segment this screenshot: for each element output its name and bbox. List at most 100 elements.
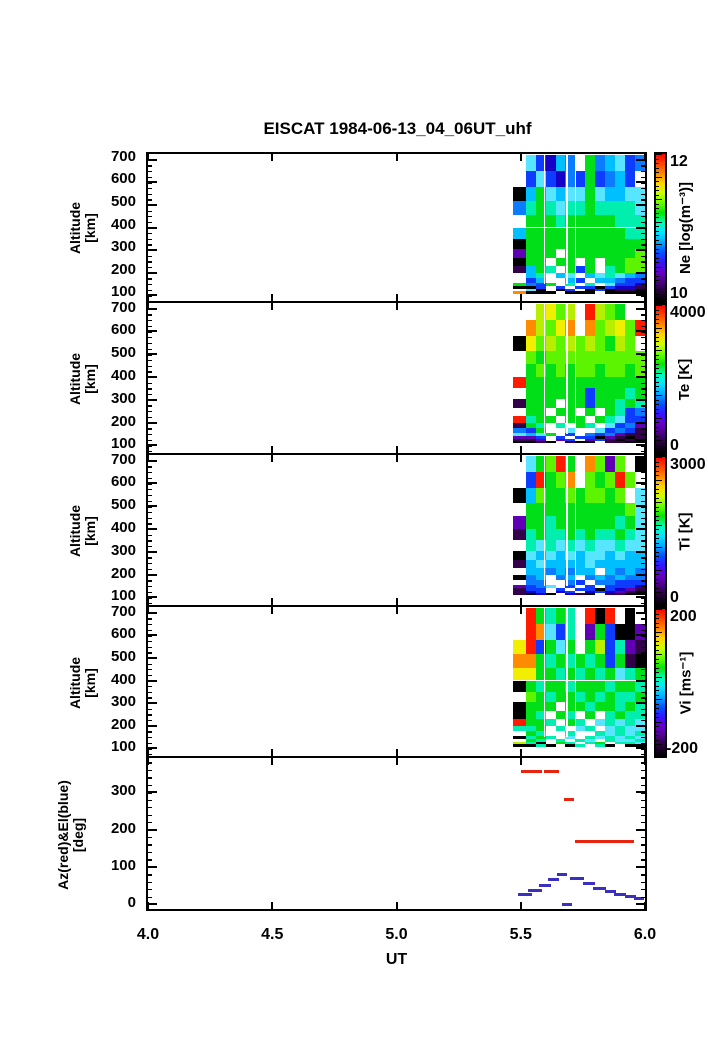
heatmap-cell [545,291,556,294]
y-minor-tick [148,221,152,224]
heatmap-cell [625,739,636,742]
heatmap-cell [545,456,556,473]
column-gap [566,155,568,285]
y-minor-tick [641,210,645,212]
heatmap-cell [625,227,636,239]
y-major-tick [636,271,645,274]
y-major-tick [636,459,645,462]
colorbar-tick [656,744,662,746]
heatmap-cell [595,436,606,439]
heatmap-cell [535,286,546,289]
heatmap-cell [585,388,596,399]
y-minor-tick [148,511,152,514]
heatmap-cell [635,201,645,216]
heatmap-cell [585,590,596,594]
heatmap-cell [565,608,576,624]
heatmap-cell [585,711,596,719]
heatmap-cell [625,590,636,594]
colorbar-tick [656,613,659,615]
y-axis-title-text: Az(red)&El(blue) [deg] [55,779,87,890]
colorbar-unit-text: Vi [ms⁻¹] [677,651,694,714]
y-minor-tick [641,762,645,764]
heatmap-cell [605,580,616,585]
y-minor-tick [641,314,645,316]
heatmap-cell [625,438,636,442]
heatmap-cell [565,567,576,575]
x-major-tick [147,154,149,161]
y-minor-tick [641,472,645,474]
heatmap-cell [545,668,556,681]
heatmap-cell [635,639,645,655]
y-major-tick [148,791,157,794]
y-major-tick [148,330,157,333]
y-tick-label: 500 [110,496,136,514]
x-tick-label: 5.5 [509,926,532,943]
heatmap-cell [585,265,596,273]
heatmap-cell [545,398,556,408]
heatmap-cell [625,258,636,266]
colorbar-tick [656,663,659,665]
heatmap-cell [535,436,546,439]
heatmap-cell [595,215,606,228]
heatmap-cell [555,227,566,239]
y-minor-tick [641,489,645,491]
x-major-tick [644,446,646,453]
el-line-segment [556,873,567,877]
heatmap-cell [575,441,586,444]
colorbar-tick [656,681,659,683]
heatmap-cell [513,201,526,216]
colorbar-tick [656,253,659,255]
heatmap-cell [575,559,586,568]
y-major-tick [636,656,645,659]
x-major-tick [519,455,522,462]
colorbar-tick [656,565,659,567]
heatmap-cell [615,432,626,437]
heatmap-cell [595,654,606,669]
heatmap-cell [565,388,576,399]
heatmap-cell [565,516,576,529]
heatmap-cell [545,718,556,726]
heatmap-cell [625,668,636,681]
y-minor-tick [148,546,152,548]
x-major-tick [271,294,274,301]
colorbar-tick [656,163,659,165]
heatmap-cell [595,428,606,433]
heatmap-cell [565,540,576,551]
heatmap-cell [605,739,616,742]
heatmap-cell [565,639,576,655]
x-major-tick [644,154,646,161]
heatmap-cell [605,668,616,681]
heatmap-cell [615,623,626,640]
heatmap-cell [605,735,616,740]
x-major-tick [519,446,522,453]
heatmap-cell [615,588,626,591]
x-major-tick [271,902,274,909]
heatmap-cell [615,488,626,503]
heatmap-cell [615,718,626,726]
heatmap-cell [555,742,566,745]
y-major-tick [148,203,157,206]
heatmap-cell [535,567,546,575]
colorbar-tick [656,475,659,477]
heatmap-cell [595,742,606,745]
heatmap-cell [605,336,616,351]
colorbar-unit-text: Ne [log(m⁻³)] [677,181,695,274]
heatmap-cell [545,472,556,488]
heatmap-cell [625,516,636,529]
heatmap-cell [513,584,526,589]
heatmap-cell [525,377,536,389]
colorbar-tick [656,217,659,219]
heatmap-cell [605,265,616,273]
heatmap-cell [605,364,616,377]
x-major-tick [519,598,522,605]
heatmap-cell [625,529,636,541]
heatmap-cell [555,304,566,321]
heatmap-cell [565,289,576,292]
heatmap-cell [525,186,536,202]
heatmap-cell [535,725,546,732]
az-line-segment [544,770,560,774]
colorbar-tick [656,363,659,365]
x-tick-label: 4.5 [261,926,284,943]
heatmap-cell [525,422,536,429]
heatmap-cell [625,593,636,596]
